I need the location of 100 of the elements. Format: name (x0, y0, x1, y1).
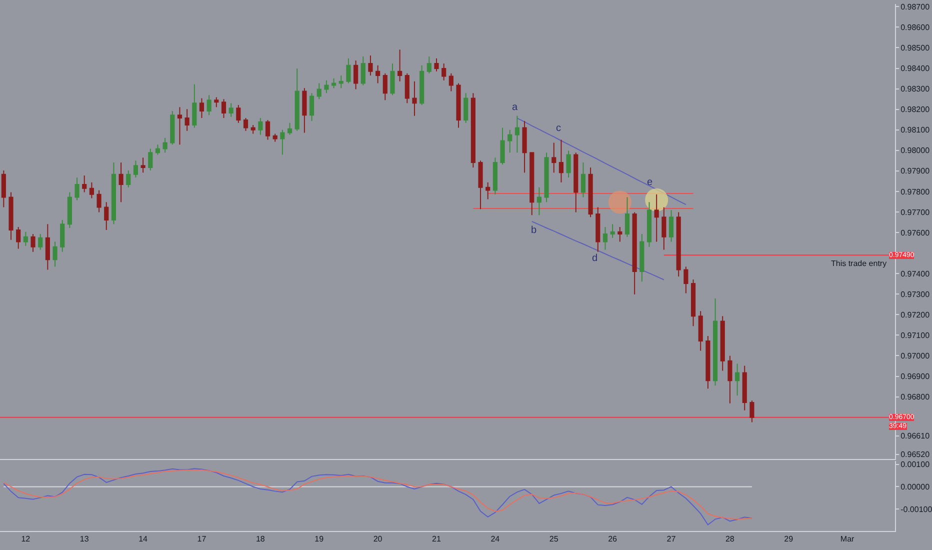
candlestick (742, 365, 747, 411)
x-tick-label: 21 (432, 534, 442, 544)
y-tick-label: 0.00100 (900, 460, 930, 470)
y-tick-label: 0.96520 (900, 450, 930, 460)
y-tick-label: 0.97200 (900, 310, 930, 320)
x-tick-label: 17 (197, 534, 207, 544)
y-tick-label: 0.98000 (900, 146, 930, 156)
candlestick (486, 182, 490, 200)
x-tick-label: 19 (314, 534, 324, 544)
candlestick (272, 133, 278, 142)
candlestick (654, 194, 659, 242)
candlestick (478, 160, 483, 210)
candlestick (228, 102, 234, 118)
candlestick (38, 233, 43, 250)
y-tick-label: -0.00100 (900, 504, 932, 514)
x-tick-label: 18 (256, 534, 266, 544)
y-tick-label: 0.97300 (900, 290, 930, 299)
y-tick-label: 0.98300 (900, 84, 930, 94)
candlestick (470, 92, 476, 168)
annotation: a (512, 102, 518, 113)
candlestick (602, 226, 608, 250)
candlestick (52, 241, 58, 268)
x-tick-label: 27 (666, 534, 676, 544)
candlestick (420, 64, 424, 106)
x-tick-label: 14 (138, 534, 148, 544)
candlestick (514, 115, 520, 154)
y-tick-label: 0.96800 (900, 392, 930, 402)
candlestick (610, 224, 615, 238)
candlestick (676, 212, 681, 277)
candlestick (126, 170, 131, 188)
candlestick (309, 92, 314, 122)
annotation: b (531, 225, 537, 236)
y-tick-label: 0.96610 (900, 432, 930, 441)
candlestick (177, 106, 182, 146)
candlestick (30, 233, 36, 252)
y-tick-label: 0.97800 (900, 187, 930, 196)
candlestick (382, 72, 388, 101)
candlestick (23, 231, 28, 246)
candlestick (140, 157, 146, 174)
candlestick (250, 124, 256, 134)
candlestick (580, 162, 586, 198)
candlestick (16, 226, 21, 250)
y-tick-label: 0.98100 (900, 126, 930, 135)
candlestick (302, 88, 307, 134)
candlestick (618, 226, 622, 242)
candlestick (574, 152, 578, 213)
candlestick (118, 162, 124, 203)
x-tick-label: 20 (373, 534, 383, 544)
x-tick-label: 26 (608, 534, 618, 544)
candlestick (668, 210, 674, 242)
candlestick (368, 55, 373, 76)
candlestick (492, 157, 498, 195)
candlestick (706, 336, 710, 390)
x-tick-label: 29 (784, 534, 794, 544)
candlestick (734, 363, 740, 396)
candlestick (258, 117, 263, 136)
y-tick-label: 0.97700 (900, 208, 930, 217)
y-tick-label: 0.97900 (900, 166, 930, 176)
y-tick-label: 0.98600 (900, 23, 930, 32)
candlestick (294, 68, 300, 132)
candlestick (412, 80, 417, 116)
candlestick (712, 298, 718, 386)
candlestick (192, 84, 197, 128)
candlestick (67, 192, 72, 229)
candlestick (184, 108, 190, 132)
candlestick (74, 177, 80, 201)
candlestick (346, 58, 351, 84)
candlestick (111, 162, 116, 225)
candlestick (280, 129, 285, 156)
candlestick (500, 127, 505, 166)
candlestick (170, 110, 175, 146)
candlestick (398, 49, 402, 82)
y-tick-label: 0.00000 (900, 482, 930, 492)
candlestick (8, 192, 14, 240)
candlestick (530, 152, 534, 216)
candlestick (104, 202, 109, 231)
candlestick (596, 206, 600, 252)
candlestick (442, 63, 446, 81)
candlestick (206, 94, 212, 116)
candlestick (404, 72, 410, 104)
candlestick (464, 92, 468, 124)
candlestick (236, 104, 241, 124)
candlestick (750, 400, 754, 423)
candlestick (522, 120, 527, 174)
candlestick (646, 202, 652, 248)
candlestick (89, 182, 94, 199)
candlestick (243, 117, 248, 132)
candlestick (214, 96, 219, 108)
y-tick-label: 0.98500 (900, 44, 930, 53)
candlestick (728, 355, 732, 404)
y-tick-label: 0.97400 (900, 269, 930, 278)
candlestick (448, 72, 454, 92)
candlestick (155, 144, 160, 156)
candlestick (552, 142, 556, 174)
candlestick (45, 224, 50, 270)
candlestick (133, 160, 138, 178)
candlestick (1, 170, 6, 208)
y-tick-label: 0.97100 (900, 330, 930, 340)
y-tick-label: 0.97000 (900, 352, 930, 361)
candlestick (199, 98, 204, 118)
